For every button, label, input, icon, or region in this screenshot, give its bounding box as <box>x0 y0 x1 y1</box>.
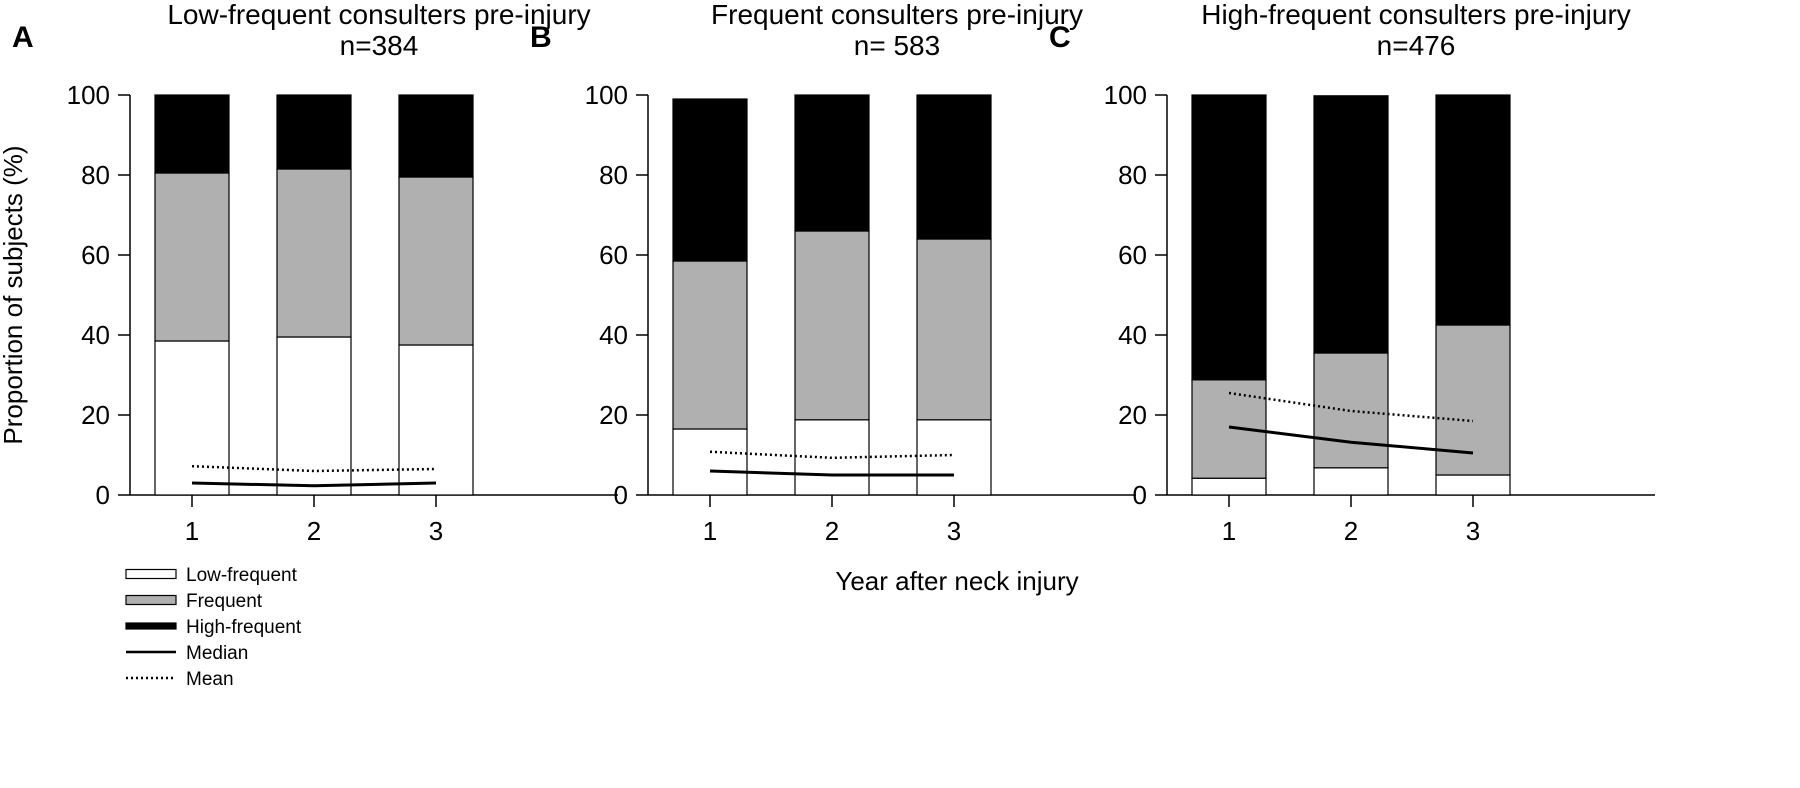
bar-segment-high-frequent-year-1 <box>672 98 748 262</box>
bar-segment-high-frequent-year-2 <box>794 94 870 232</box>
median-line <box>709 469 954 477</box>
panels-layer: A Low-frequent consulters pre-injuryn=384… <box>12 0 1655 546</box>
x-tick-label: 1 <box>703 516 717 546</box>
y-tick-label: 80 <box>1118 160 1147 190</box>
bar-segment-low-frequent-year-1 <box>672 428 748 496</box>
bar-segment-low-frequent-year-3 <box>916 419 992 496</box>
y-axis-title: Proportion of subjects (%) <box>0 145 28 444</box>
y-tick-label: 20 <box>599 400 628 430</box>
bar-segment-high-frequent-year-2 <box>1313 95 1389 354</box>
bar-segment-low-frequent-year-1 <box>1191 477 1267 496</box>
y-tick-label: 40 <box>1118 320 1147 350</box>
y-tick-label: 0 <box>96 480 110 510</box>
bar-segment-frequent-year-1 <box>154 172 230 342</box>
bar-segment-high-frequent-year-3 <box>1435 94 1511 326</box>
x-tick-label: 2 <box>825 516 839 546</box>
panel-n-label: n=384 <box>340 30 419 61</box>
panel-title: Low-frequent consulters pre-injury <box>167 0 590 30</box>
mean-line <box>709 450 955 460</box>
bar-segment-low-frequent-year-3 <box>398 344 474 496</box>
panel-n-label: n=476 <box>1377 30 1456 61</box>
bar-segment-high-frequent-year-3 <box>398 94 474 178</box>
bar-segment-frequent-year-2 <box>276 168 352 338</box>
legend-high-frequent-label: High-frequent <box>186 617 302 638</box>
y-tick-label: 100 <box>585 80 628 110</box>
panel-c: C High-frequent consulters pre-injuryn=47… <box>1049 0 1655 546</box>
bar-segment-frequent-year-2 <box>1313 352 1389 469</box>
y-tick-label: 80 <box>81 160 110 190</box>
legend-median-label: Median <box>186 643 248 664</box>
x-tick-label: 1 <box>185 516 199 546</box>
y-tick-label: 100 <box>67 80 110 110</box>
x-tick-label: 2 <box>307 516 321 546</box>
y-tick-label: 20 <box>81 400 110 430</box>
bar-segment-frequent-year-3 <box>1435 324 1511 476</box>
bar-segment-frequent-year-1 <box>672 260 748 430</box>
legend-high-frequent-swatch <box>125 622 177 630</box>
panel-n-label: n= 583 <box>854 30 940 61</box>
panel-letter: A <box>12 21 34 54</box>
median-line <box>191 481 437 488</box>
panel-title: Frequent consulters pre-injury <box>711 0 1083 30</box>
x-tick-label: 3 <box>947 516 961 546</box>
mean-line <box>1228 391 1474 423</box>
bar-segment-frequent-year-3 <box>916 238 992 421</box>
y-tick-label: 0 <box>1133 480 1147 510</box>
y-tick-label: 60 <box>81 240 110 270</box>
legend-mean-label: Mean <box>186 669 234 690</box>
x-axis-title: Year after neck injury <box>835 566 1078 596</box>
bar-segment-low-frequent-year-3 <box>1435 474 1511 496</box>
y-tick-label: 60 <box>599 240 628 270</box>
median-line <box>1228 425 1474 455</box>
x-tick-label: 2 <box>1344 516 1358 546</box>
y-tick-label: 40 <box>599 320 628 350</box>
bar-segment-frequent-year-3 <box>398 176 474 346</box>
x-tick-label: 3 <box>1466 516 1480 546</box>
panel-title: High-frequent consulters pre-injury <box>1201 0 1631 30</box>
y-tick-label: 80 <box>599 160 628 190</box>
y-tick-label: 40 <box>81 320 110 350</box>
bar-segment-low-frequent-year-2 <box>276 336 352 496</box>
x-tick-label: 1 <box>1222 516 1236 546</box>
legend: Low-frequent Frequent High-frequent Median M… <box>125 565 302 690</box>
legend-low-frequent-swatch <box>125 568 177 580</box>
bar-segment-high-frequent-year-1 <box>1191 94 1267 381</box>
y-tick-label: 0 <box>614 480 628 510</box>
panel-a: A Low-frequent consulters pre-injuryn=384… <box>12 0 618 546</box>
panel-letter: B <box>530 21 552 54</box>
bar-segment-frequent-year-2 <box>794 230 870 421</box>
bar-segment-high-frequent-year-2 <box>276 94 352 170</box>
y-tick-label: 100 <box>1104 80 1147 110</box>
bar-segment-low-frequent-year-2 <box>1313 467 1389 496</box>
bar-segment-low-frequent-year-1 <box>154 340 230 496</box>
bar-segment-high-frequent-year-1 <box>154 94 230 174</box>
mean-line <box>191 464 437 473</box>
y-tick-label: 60 <box>1118 240 1147 270</box>
legend-frequent-label: Frequent <box>186 591 263 612</box>
bar-segment-high-frequent-year-3 <box>916 94 992 240</box>
legend-low-frequent-label: Low-frequent <box>186 565 298 586</box>
legend-frequent-swatch <box>125 594 177 606</box>
panel-letter: C <box>1049 21 1071 54</box>
y-tick-label: 20 <box>1118 400 1147 430</box>
x-tick-label: 3 <box>429 516 443 546</box>
